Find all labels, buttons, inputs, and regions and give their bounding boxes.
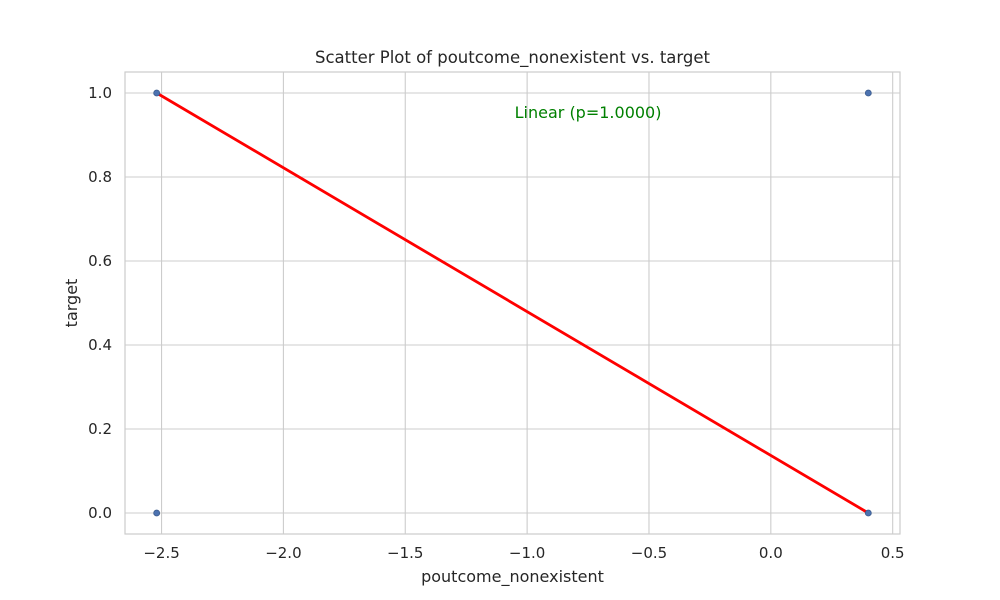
- grid: [125, 72, 900, 534]
- points-layer: [153, 89, 872, 517]
- data-point: [864, 89, 872, 97]
- fit-annotation: Linear (p=1.0000): [515, 103, 662, 122]
- x-tick-label: −0.5: [631, 544, 667, 562]
- y-tick-label: 0.4: [88, 336, 112, 354]
- x-tick-label: −2.5: [143, 544, 179, 562]
- y-tick-label: 0.2: [88, 420, 112, 438]
- data-point: [864, 509, 872, 517]
- x-tick-labels: −2.5 −2.0 −1.5 −1.0 −0.5 0.0 0.5: [143, 544, 904, 562]
- y-tick-label: 0.8: [88, 168, 112, 186]
- data-point: [153, 509, 161, 517]
- chart-title: Scatter Plot of poutcome_nonexistent vs.…: [315, 48, 711, 68]
- y-tick-labels: 0.0 0.2 0.4 0.6 0.8 1.0: [88, 84, 112, 522]
- x-axis-title: poutcome_nonexistent: [421, 567, 604, 587]
- x-tick-label: 0.5: [881, 544, 905, 562]
- plot-frame: [124, 71, 901, 535]
- x-tick-label: −1.0: [509, 544, 545, 562]
- y-tick-label: 1.0: [88, 84, 112, 102]
- x-tick-label: 0.0: [759, 544, 783, 562]
- y-tick-label: 0.0: [88, 504, 112, 522]
- x-tick-label: −1.5: [387, 544, 423, 562]
- y-axis-title: target: [62, 279, 81, 328]
- regression-line: [155, 91, 870, 515]
- fit-line-layer: [155, 91, 870, 515]
- data-point: [153, 89, 161, 97]
- x-tick-label: −2.0: [265, 544, 301, 562]
- y-tick-label: 0.6: [88, 252, 112, 270]
